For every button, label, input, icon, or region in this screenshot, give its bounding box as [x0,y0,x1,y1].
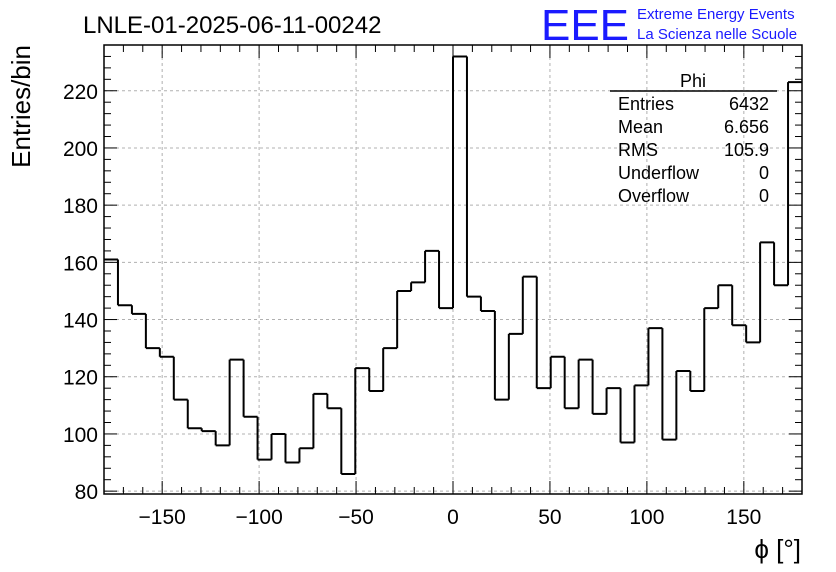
histogram-bin-29 [507,332,523,400]
histogram-bin-11 [256,416,272,461]
histogram-bin-37 [619,388,635,444]
x-tick-label-5: 100 [629,506,664,529]
histogram-bin-39 [647,327,663,386]
histogram-bin-48 [773,242,789,287]
histogram-bin-27 [479,296,495,312]
histogram-bin-23 [424,249,440,283]
histogram-bin-30 [521,275,537,334]
stat-label-rms: RMS [618,140,658,160]
histogram-bin-5 [172,356,188,401]
histogram-bin-19 [368,368,384,393]
histogram-bin-7 [200,428,216,433]
stat-value-overflow: 0 [759,186,769,206]
stat-value-underflow: 0 [759,163,769,183]
histogram-bin-12 [270,432,286,460]
histogram-bin-36 [605,387,621,414]
x-tick-label-2: −50 [338,506,374,529]
histogram-bin-44 [717,284,733,309]
logo-line-1: Extreme Energy Events [637,6,795,23]
histogram-bin-26 [465,56,481,298]
y-tick-label-3: 140 [63,310,98,333]
histogram-bin-42 [689,371,705,393]
histogram-bin-16 [326,393,342,410]
tick-labels: −150 −100 −50 0 50 100 150 80 100 120 140 160 180 200… [63,81,761,529]
histogram-bin-46 [745,325,761,344]
histogram-series [104,55,802,475]
histogram-bin-34 [577,358,593,409]
histogram-bin-43 [703,307,719,392]
histogram-bin-20 [382,347,398,392]
histogram-bin-40 [661,328,677,441]
stat-label-overflow: Overflow [618,186,690,206]
histogram-bin-18 [354,367,370,474]
eee-logo-mark: EEE [541,1,629,50]
x-tick-label-3: 0 [447,506,459,529]
histogram-bin-31 [535,276,551,390]
x-tick-label-0: −150 [139,506,186,529]
stat-value-mean: 6.656 [724,117,769,137]
y-tick-label-0: 80 [75,481,98,504]
histogram-bin-10 [242,359,258,418]
axes [103,44,803,495]
histogram-bin-9 [228,358,244,446]
histogram-bin-8 [214,431,230,447]
stat-value-rms: 105.9 [724,140,769,160]
stat-value-entries: 6432 [729,94,769,114]
y-axis-label: Entries/bin [6,45,36,168]
histogram-bin-25 [452,55,467,309]
histogram-bin-4 [158,348,174,358]
y-tick-label-4: 160 [63,252,98,275]
y-tick-label-5: 180 [63,195,98,218]
histogram-bin-33 [563,356,579,410]
histogram-bin-13 [284,433,300,464]
x-tick-label-4: 50 [538,506,561,529]
histogram-bin-35 [591,359,607,415]
histogram-bin-2 [130,305,146,315]
histogram-bin-28 [493,310,509,401]
stat-label-mean: Mean [618,117,663,137]
histogram-bin-49 [787,81,802,286]
eee-logo: EEE Extreme Energy Events La Scienza nel… [541,1,797,50]
histogram-bin-6 [186,399,202,430]
histogram-bin-3 [144,313,160,350]
histogram-bin-22 [410,281,426,291]
histogram-bin-45 [731,285,747,327]
x-axis-label: ϕ [°] [754,534,801,564]
y-tick-label-7: 220 [63,81,98,104]
stat-label-underflow: Underflow [618,163,700,183]
y-tick-label-2: 120 [63,367,98,390]
y-tick-label-6: 200 [63,138,98,161]
x-tick-label-6: 150 [726,506,761,529]
stats-title: Phi [680,71,706,91]
y-tick-label-1: 100 [63,424,98,447]
chart-title: LNLE-01-2025-06-11-00242 [83,12,381,39]
histogram-bin-1 [116,259,132,307]
histogram-bin-47 [759,241,775,343]
histogram-bin-14 [298,447,314,463]
histogram-bin-24 [438,250,453,310]
histogram-bin-32 [549,355,565,389]
stat-label-entries: Entries [618,94,674,114]
x-tick-label-1: −100 [235,506,282,529]
logo-line-2: La Scienza nelle Scuole [637,26,797,43]
stats-box: Phi Entries 6432 Mean 6.656 RMS 105.9 Un… [610,71,777,206]
histogram-bin-17 [340,408,356,475]
histogram-bin-41 [675,370,691,440]
histogram-bin-15 [312,392,328,449]
histogram-bin-38 [633,384,649,443]
histogram-bin-21 [396,289,412,349]
